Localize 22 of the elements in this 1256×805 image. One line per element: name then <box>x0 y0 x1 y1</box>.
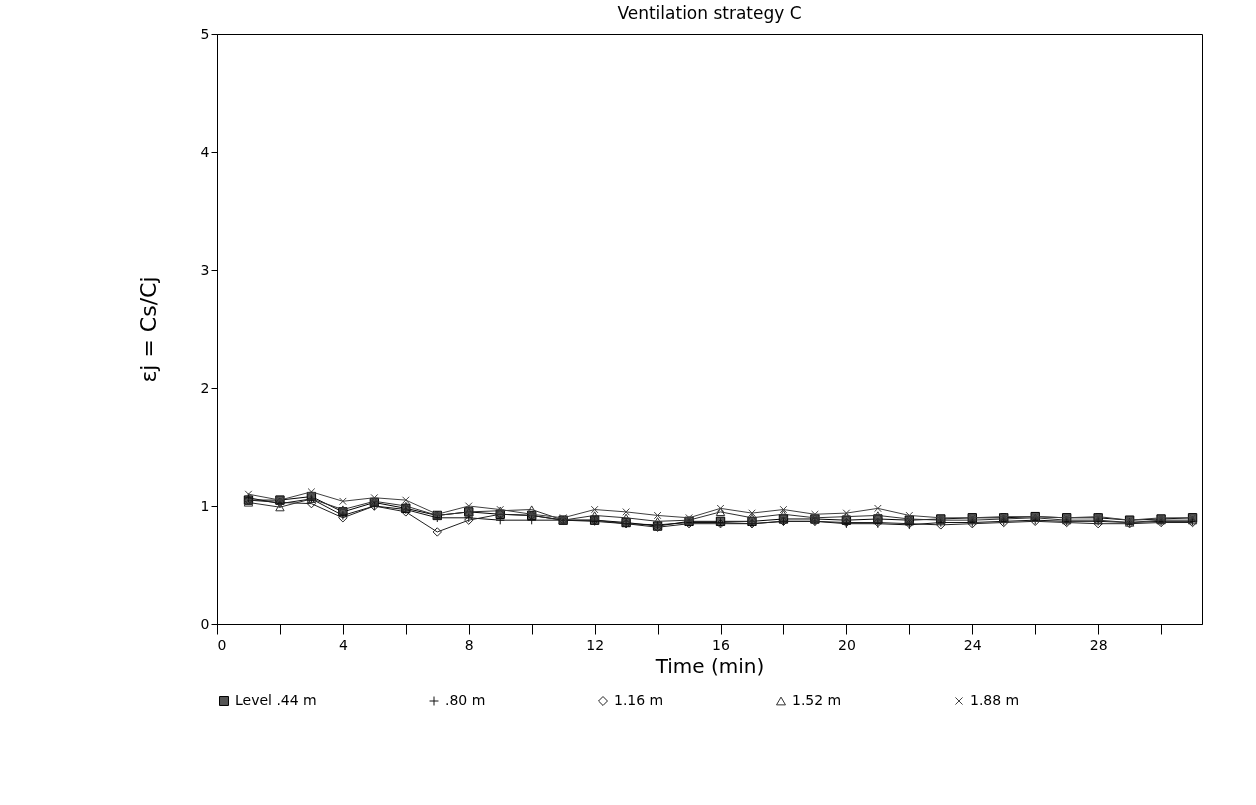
x-tick-label: 12 <box>586 636 605 653</box>
y-tick-label: 0 <box>200 615 210 632</box>
y-tick-label: 1 <box>200 497 210 514</box>
y-tick-label: 3 <box>200 261 210 278</box>
x-tick-label: 24 <box>963 636 982 653</box>
legend-label: 1.88 m <box>970 692 1020 708</box>
legend-label: 1.16 m <box>614 692 664 708</box>
x-axis-title: Time (min) <box>654 653 765 678</box>
chart-title: Ventilation strategy C <box>617 3 802 23</box>
x-tick-label: 8 <box>464 636 474 653</box>
x-tick-label: 16 <box>712 636 731 653</box>
x-tick-label: 4 <box>338 636 348 653</box>
y-tick-label: 4 <box>200 143 210 160</box>
legend-label: 1.52 m <box>792 692 842 708</box>
x-tick-label: 0 <box>217 636 227 653</box>
legend-label: Level .44 m <box>235 692 317 708</box>
y-tick-label: 2 <box>200 379 210 396</box>
y-tick-label: 5 <box>200 25 210 42</box>
legend-label: .80 m <box>445 692 486 708</box>
x-tick-label: 20 <box>837 636 856 653</box>
x-tick-label: 28 <box>1089 636 1108 653</box>
y-axis-title: εj = Cs/Cj <box>135 276 161 383</box>
